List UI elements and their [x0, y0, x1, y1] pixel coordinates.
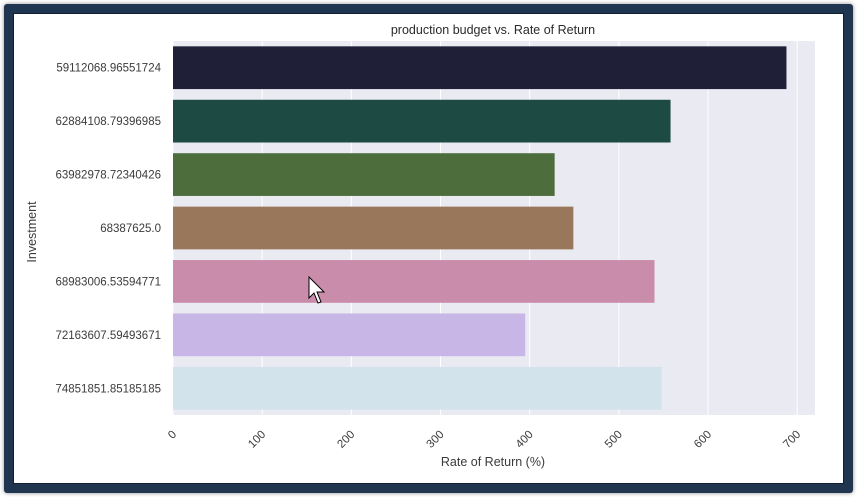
chart-title: production budget vs. Rate of Return — [391, 23, 595, 37]
bar — [173, 366, 662, 410]
y-tick-label: 59112068.96551724 — [56, 63, 161, 75]
bar — [173, 206, 574, 250]
bar — [173, 153, 555, 196]
y-tick-labels: 59112068.96551724 62884108.79396985 639829… — [55, 63, 161, 396]
y-tick-label: 74851851.85185185 — [55, 383, 161, 395]
bar — [173, 313, 526, 357]
y-tick-label: 72163607.59493671 — [55, 330, 161, 342]
y-axis-label: Investment — [25, 201, 39, 263]
y-tick-label: 63982978.72340426 — [55, 170, 161, 182]
x-tick-label: 700 — [781, 429, 803, 451]
y-tick-label: 68983006.53594771 — [55, 276, 161, 288]
bar — [173, 260, 655, 303]
y-tick-label: 62884108.79396985 — [55, 116, 161, 128]
x-axis-label: Rate of Return (%) — [441, 455, 545, 469]
x-tick-label: 200 — [335, 429, 357, 451]
cursor-arrow — [308, 275, 326, 304]
y-tick-label: 68387625.0 — [100, 223, 161, 235]
x-tick-label: 500 — [603, 429, 625, 451]
bar — [173, 46, 787, 90]
bars — [173, 46, 787, 410]
mouse-cursor-icon — [308, 275, 326, 304]
x-tick-label: 300 — [425, 429, 447, 451]
x-tick-labels: 0 100 200 300 400 500 600 700 — [166, 429, 803, 451]
x-tick-label: 100 — [246, 429, 268, 451]
x-tick-label: 400 — [514, 429, 536, 451]
x-tick-label: 600 — [692, 429, 714, 451]
bar — [173, 99, 671, 143]
x-tick-label: 0 — [166, 429, 179, 442]
